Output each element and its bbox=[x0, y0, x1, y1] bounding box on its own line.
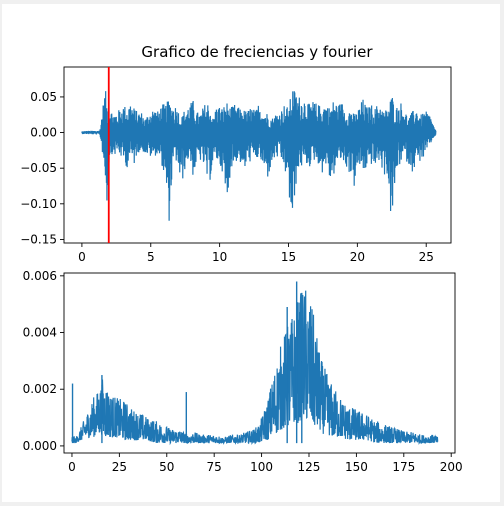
waveform-xtick-label: 10 bbox=[212, 250, 227, 264]
waveform-xtick-label: 25 bbox=[419, 250, 434, 264]
fourier-ytick-label: 0.006 bbox=[23, 269, 57, 283]
waveform-ticks: 0 5 10 15 20 25 0.05 0.00 −0.05 −0.10 −0.15 bbox=[20, 90, 434, 264]
waveform-ytick-label: −0.10 bbox=[20, 197, 57, 211]
fourier-xtick-label: 125 bbox=[298, 460, 321, 474]
fourier-ytick-label: 0.000 bbox=[23, 439, 57, 453]
fourier-xtick-label: 150 bbox=[345, 460, 368, 474]
chart-title: Grafico de freciencias y fourier bbox=[141, 43, 373, 61]
fourier-xtick-label: 175 bbox=[392, 460, 415, 474]
fourier-plot-area bbox=[71, 281, 439, 446]
fourier-ticks: 0 25 50 75 100 125 150 175 200 0.006 0.004 0.002 0.0… bbox=[23, 269, 463, 474]
waveform-xtick-label: 15 bbox=[281, 250, 296, 264]
fourier-axes: 0 25 50 75 100 125 150 175 200 0.006 0.004 0.002 0.0… bbox=[23, 269, 463, 474]
fourier-xtick-label: 25 bbox=[112, 460, 127, 474]
fourier-xtick-label: 0 bbox=[68, 460, 76, 474]
fourier-ytick-label: 0.002 bbox=[23, 382, 57, 396]
fourier-ytick-label: 0.004 bbox=[23, 326, 57, 340]
figure-svg: Grafico de freciencias y fourier 0 5 10 15 2… bbox=[20, 43, 463, 474]
waveform-signal-line bbox=[81, 91, 437, 221]
fourier-xtick-label: 100 bbox=[250, 460, 273, 474]
waveform-ytick-label: −0.15 bbox=[20, 232, 57, 246]
waveform-xtick-label: 0 bbox=[78, 250, 86, 264]
fourier-xtick-label: 75 bbox=[207, 460, 222, 474]
waveform-axes-frame bbox=[63, 66, 452, 244]
fourier-xtick-label: 50 bbox=[159, 460, 174, 474]
waveform-ytick-label: 0.05 bbox=[30, 90, 57, 104]
waveform-plot-area bbox=[81, 67, 437, 243]
figure-canvas: Grafico de freciencias y fourier 0 5 10 15 2… bbox=[2, 4, 500, 502]
waveform-xtick-label: 20 bbox=[350, 250, 365, 264]
fourier-xtick-label: 200 bbox=[440, 460, 463, 474]
waveform-ytick-label: −0.05 bbox=[20, 161, 57, 175]
fourier-signal-line bbox=[71, 290, 439, 446]
waveform-axes: Grafico de freciencias y fourier 0 5 10 15 2… bbox=[20, 43, 452, 264]
waveform-xtick-label: 5 bbox=[147, 250, 155, 264]
waveform-ytick-label: 0.00 bbox=[30, 126, 57, 140]
fourier-axes-frame bbox=[63, 272, 456, 454]
